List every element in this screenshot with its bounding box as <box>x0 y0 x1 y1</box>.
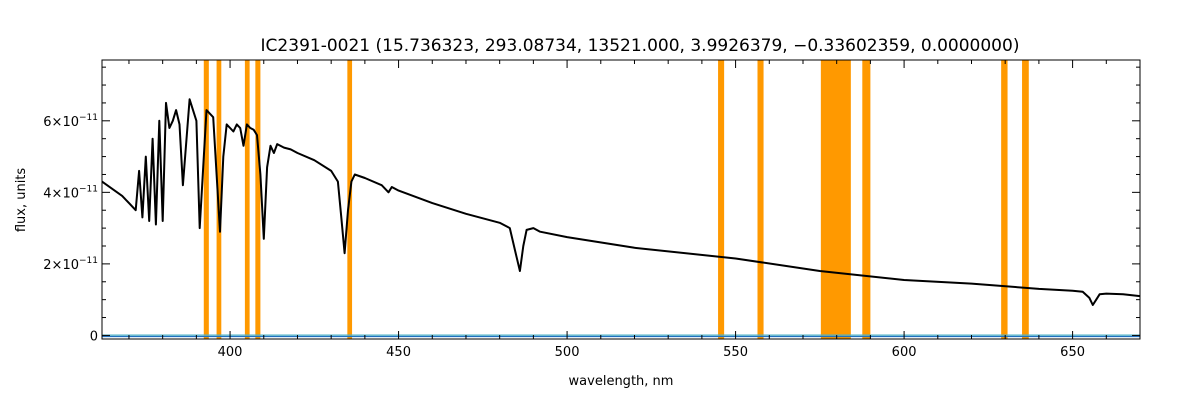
x-axis-label: wavelength, nm <box>569 374 674 389</box>
y-tick-label-3: 6×10−11 <box>43 113 98 130</box>
masked-band-9 <box>1001 60 1008 339</box>
masked-band-5 <box>718 60 725 339</box>
x-tick-label-1: 450 <box>386 345 411 360</box>
series-line-0 <box>101 98 1141 306</box>
y-tick-label-2: 4×10−11 <box>43 184 98 201</box>
masked-band-0 <box>203 60 209 339</box>
masked-bands <box>203 60 1029 339</box>
x-tick-label-3: 550 <box>723 345 748 360</box>
y-axis: 0 2×10−11 4×10−11 6×10−11 <box>43 66 1140 344</box>
masked-band-10 <box>1022 60 1029 339</box>
x-tick-label-5: 650 <box>1060 345 1085 360</box>
y-axis-label: flux, units <box>14 168 29 233</box>
x-tick-label-0: 400 <box>218 345 243 360</box>
x-tick-label-2: 500 <box>555 345 580 360</box>
y-tick-label-0: 0 <box>90 329 98 344</box>
masked-band-6 <box>757 60 764 339</box>
masked-band-2 <box>244 60 250 339</box>
series-group <box>101 98 1141 338</box>
x-tick-label-4: 600 <box>892 345 917 360</box>
y-tick-label-1: 2×10−11 <box>43 256 98 273</box>
masked-band-7 <box>820 60 851 339</box>
masked-band-8 <box>862 60 871 339</box>
masked-band-3 <box>255 60 261 339</box>
x-axis: 400 450 500 550 600 650 <box>128 60 1141 360</box>
plot-frame <box>101 59 1141 340</box>
chart-title: IC2391-0021 (15.736323, 293.08734, 13521… <box>261 36 1020 56</box>
